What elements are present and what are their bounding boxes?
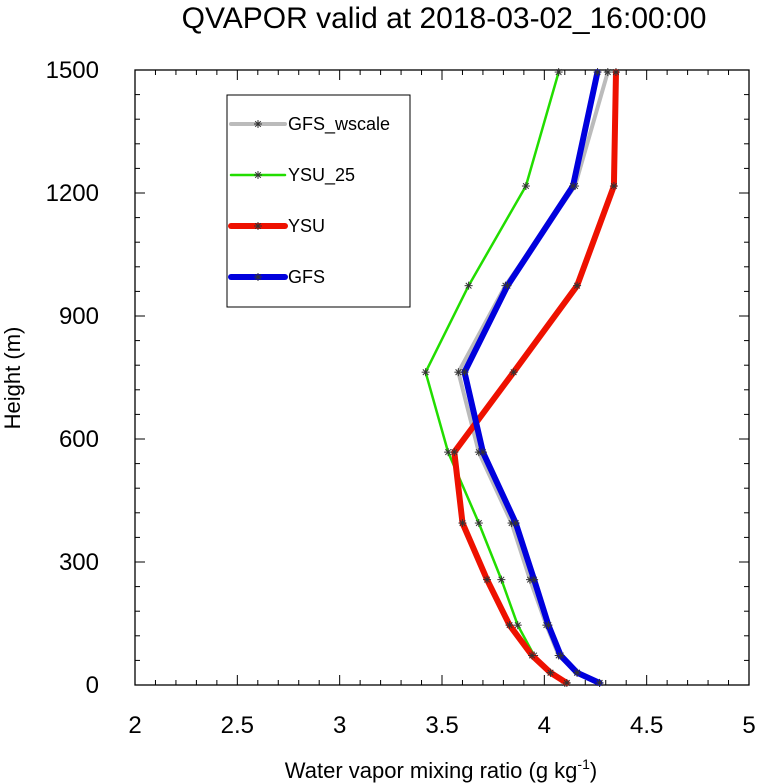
legend-marker-gfs: [254, 273, 262, 281]
x-tick-label: 5: [742, 712, 755, 739]
x-axis-title-main: Water vapor mixing ratio (g kg: [285, 758, 578, 783]
series-marker-ysu-25: [554, 68, 563, 77]
legend-label-gfs-wscale: GFS_wscale: [288, 114, 390, 135]
legend: GFS_wscale YSU_25 YSU GFS: [226, 94, 411, 308]
x-tick-label: 2: [128, 712, 141, 739]
series-marker-ysu-25: [464, 281, 473, 290]
y-tick-label: 0: [86, 672, 99, 699]
y-tick-label: 900: [59, 303, 99, 330]
y-axis-title: Height (m): [0, 327, 25, 430]
x-axis-title-end: ): [590, 758, 597, 783]
legend-box: [226, 94, 411, 308]
series-marker-ysu-25: [497, 575, 506, 584]
series-marker-ysu-25: [521, 182, 530, 191]
y-tick-label: 1200: [46, 180, 99, 207]
series-marker-ysu: [528, 651, 537, 660]
chart-title: QVAPOR valid at 2018-03-02_16:00:00: [182, 2, 707, 35]
legend-label-gfs: GFS: [288, 267, 325, 287]
series-marker-gfs: [568, 182, 577, 191]
series-marker-ysu-25: [474, 519, 483, 528]
legend-marker-gfs-wscale: [254, 120, 262, 128]
series-marker-gfs: [503, 281, 512, 290]
series-marker-ysu: [505, 621, 514, 630]
series-marker-ysu: [611, 68, 620, 77]
x-tick-label: 4: [538, 712, 551, 739]
series-marker-ysu-25: [513, 621, 522, 630]
y-tick-label: 300: [59, 549, 99, 576]
x-axis-title: Water vapor mixing ratio (g kg-1): [285, 756, 597, 783]
series-marker-ysu: [458, 519, 467, 528]
series-marker-gfs: [530, 575, 539, 584]
series-marker-gfs: [556, 651, 565, 660]
legend-marker-ysu-25: [254, 171, 262, 179]
series-marker-ysu: [483, 575, 492, 584]
series-marker-ysu: [450, 448, 459, 457]
y-tick-label: 600: [59, 426, 99, 453]
y-tick-label: 1500: [46, 57, 99, 84]
series-marker-gfs: [595, 678, 604, 687]
x-tick-label: 2.5: [221, 712, 254, 739]
series-marker-ysu: [609, 182, 618, 191]
legend-label-ysu: YSU: [288, 216, 325, 236]
x-tick-label: 3: [333, 712, 346, 739]
x-axis-title-exponent: -1: [577, 756, 590, 772]
plot-area: 2 2.5 3 3.5 4 4.5 5 0 300 600 900 1200 1500: [46, 57, 756, 739]
series-marker-gfs-wscale: [603, 68, 612, 77]
series-marker-ysu: [573, 281, 582, 290]
series-marker-ysu: [509, 368, 518, 377]
series-marker-gfs: [460, 368, 469, 377]
series-marker-gfs: [478, 448, 487, 457]
legend-label-ysu-25: YSU_25: [288, 165, 355, 186]
series-marker-gfs: [573, 668, 582, 677]
series-marker-ysu: [546, 668, 555, 677]
series-marker-ysu: [562, 678, 571, 687]
x-tick-label: 4.5: [630, 712, 663, 739]
series-marker-gfs: [511, 519, 520, 528]
series-marker-gfs: [544, 621, 553, 630]
series-marker-gfs: [593, 68, 602, 77]
x-tick-label: 3.5: [425, 712, 458, 739]
legend-marker-ysu: [254, 222, 262, 230]
series-marker-ysu-25: [421, 368, 430, 377]
